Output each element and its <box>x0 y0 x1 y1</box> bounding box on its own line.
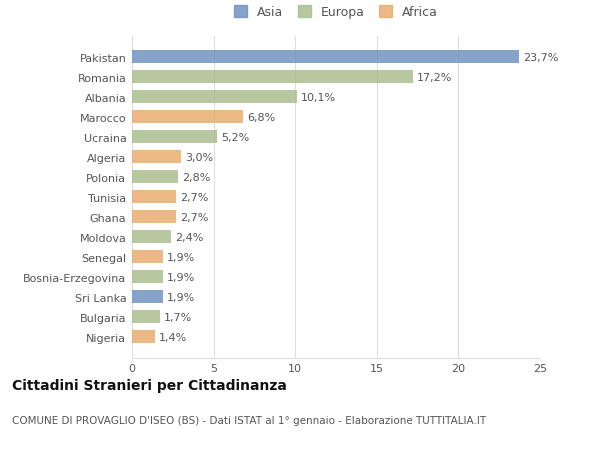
Bar <box>132 271 163 284</box>
Bar <box>132 151 181 164</box>
Text: 2,7%: 2,7% <box>180 192 209 202</box>
Bar <box>132 291 163 303</box>
Text: 2,7%: 2,7% <box>180 213 209 222</box>
Text: 2,4%: 2,4% <box>175 232 203 242</box>
Text: 1,9%: 1,9% <box>167 252 196 262</box>
Bar <box>132 231 171 244</box>
Text: 10,1%: 10,1% <box>301 93 336 103</box>
Text: 17,2%: 17,2% <box>417 73 452 83</box>
Text: 1,4%: 1,4% <box>159 332 187 342</box>
Bar <box>132 330 155 343</box>
Bar <box>132 91 297 104</box>
Bar <box>132 111 243 124</box>
Text: COMUNE DI PROVAGLIO D'ISEO (BS) - Dati ISTAT al 1° gennaio - Elaborazione TUTTIT: COMUNE DI PROVAGLIO D'ISEO (BS) - Dati I… <box>12 415 486 425</box>
Bar <box>132 211 176 224</box>
Text: 1,9%: 1,9% <box>167 272 196 282</box>
Legend: Asia, Europa, Africa: Asia, Europa, Africa <box>229 1 443 24</box>
Bar <box>132 51 519 64</box>
Text: 1,9%: 1,9% <box>167 292 196 302</box>
Text: 1,7%: 1,7% <box>164 312 192 322</box>
Bar <box>132 251 163 263</box>
Text: 2,8%: 2,8% <box>182 173 210 182</box>
Text: Cittadini Stranieri per Cittadinanza: Cittadini Stranieri per Cittadinanza <box>12 379 287 392</box>
Text: 6,8%: 6,8% <box>247 112 275 123</box>
Text: 3,0%: 3,0% <box>185 152 213 162</box>
Text: 23,7%: 23,7% <box>523 53 558 63</box>
Bar <box>132 311 160 324</box>
Bar <box>132 171 178 184</box>
Bar <box>132 71 413 84</box>
Bar <box>132 131 217 144</box>
Text: 5,2%: 5,2% <box>221 133 249 143</box>
Bar <box>132 191 176 204</box>
